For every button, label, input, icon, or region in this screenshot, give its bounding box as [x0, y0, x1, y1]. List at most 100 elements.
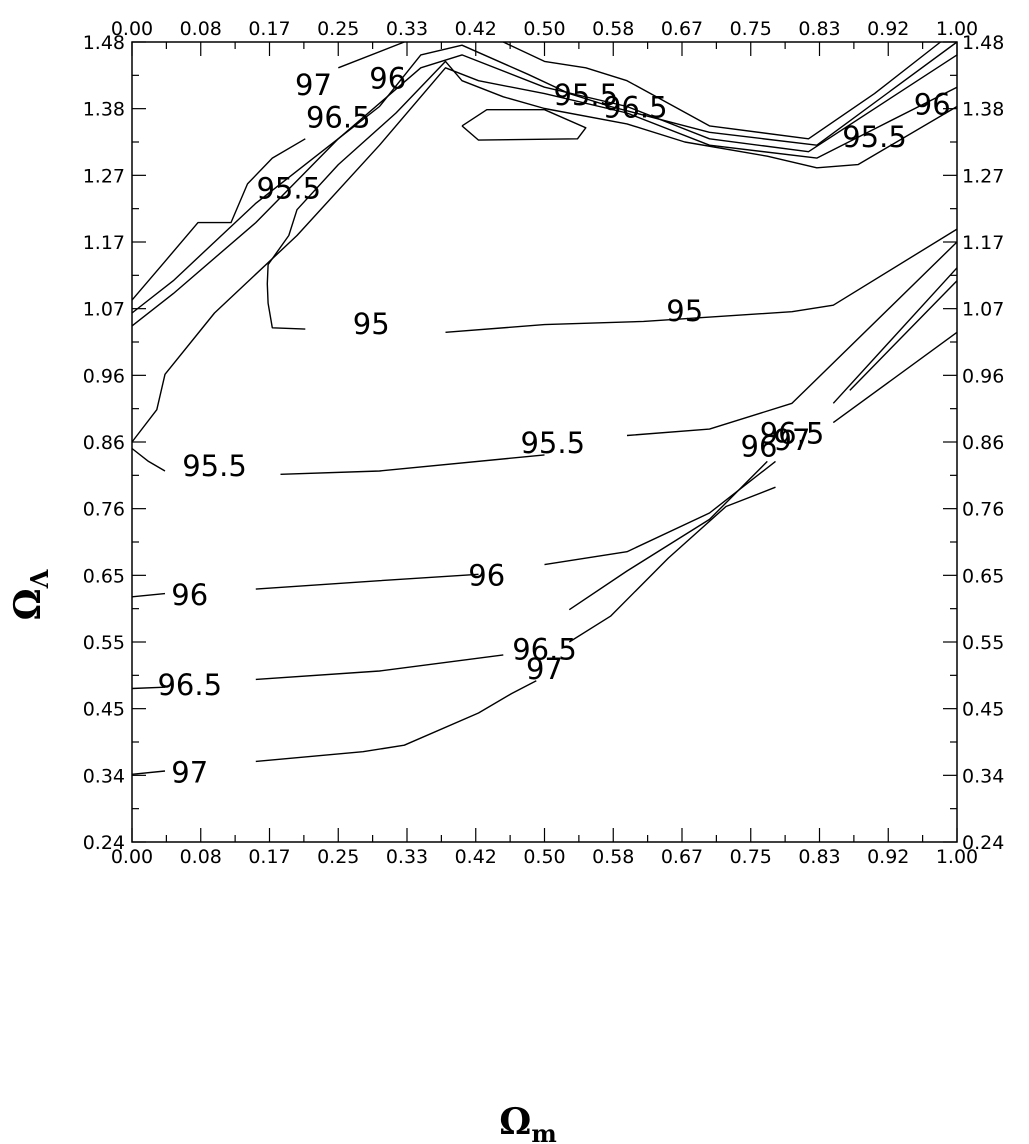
x-tick-label: 0.08	[180, 846, 222, 868]
y-tick-label-right: 1.48	[962, 32, 1004, 54]
y-tick-label: 0.24	[83, 832, 125, 854]
x-tick-label-top: 0.50	[523, 18, 565, 40]
contour-line-96	[131, 592, 166, 598]
contour-line-96.5	[131, 686, 166, 690]
contour-label-96.5: 96.5	[157, 668, 222, 702]
contour-label-95.5: 95.5	[256, 171, 321, 205]
y-tick-label: 0.34	[83, 765, 125, 787]
x-tick-label-top: 0.42	[455, 18, 497, 40]
contour-line-96	[544, 460, 776, 566]
y-tick-label-right: 1.38	[962, 99, 1004, 121]
x-tick-label: 0.58	[592, 846, 634, 868]
x-axis-title: Ωm	[499, 1101, 556, 1144]
contour-lines	[131, 41, 958, 775]
contour-label-96.5: 96.5	[512, 633, 577, 667]
x-tick-label: 1.00	[936, 846, 978, 868]
contour-line-95.5	[626, 241, 958, 437]
contour-line-96	[832, 267, 958, 404]
y-tick-label: 1.17	[83, 232, 125, 254]
y-tick-label-right: 0.76	[962, 499, 1004, 521]
contour-line-97	[503, 41, 941, 140]
y-tick-label-right: 0.34	[962, 765, 1004, 787]
y-tick-label: 0.45	[83, 699, 125, 721]
x-tick-label-top: 0.83	[798, 18, 840, 40]
contour-line-97	[568, 486, 776, 643]
x-tick-label-top: 0.92	[867, 18, 909, 40]
contour-label-96: 96	[171, 578, 208, 612]
y-tick-label-right: 1.27	[962, 165, 1004, 187]
y-tick-label: 1.27	[83, 165, 125, 187]
y-axis-title: ΩΛ	[7, 569, 54, 620]
contour-line-96	[131, 54, 958, 327]
y-tick-label-right: 0.24	[962, 832, 1004, 854]
x-axis-title-sub: m	[531, 1119, 556, 1144]
contour-label-96.5: 96.5	[306, 100, 371, 134]
contour-line-97	[131, 138, 306, 301]
contour-line-96	[255, 573, 479, 590]
x-tick-label-top: 0.33	[386, 18, 428, 40]
contour-line-95.5	[131, 67, 958, 443]
contour-line-96.5	[131, 41, 958, 314]
x-tick-label: 0.83	[798, 846, 840, 868]
contour-label-96: 96	[914, 88, 951, 122]
contour-label-97: 97	[774, 423, 811, 457]
contour-label-97: 97	[526, 652, 563, 686]
y-tick-label-right: 0.45	[962, 699, 1004, 721]
x-tick-label: 0.75	[730, 846, 772, 868]
contour-label-95.5: 95.5	[842, 120, 907, 154]
y-tick-label: 0.86	[83, 432, 125, 454]
contour-line-97	[131, 770, 166, 775]
y-tick-label-right: 0.86	[962, 432, 1004, 454]
contour-line-97	[832, 331, 958, 424]
x-tick-label: 0.33	[386, 846, 428, 868]
x-tick-label-top: 0.75	[730, 18, 772, 40]
contour-line-97	[338, 41, 405, 69]
contour-label-95: 95	[666, 294, 703, 328]
contour-line-96.5	[568, 460, 768, 611]
contour-line-95.5	[131, 447, 166, 472]
x-tick-label-top: 0.17	[248, 18, 290, 40]
contour-labels: 95 9595.595.595.595.595.5969696969696.596…	[157, 62, 950, 790]
axis-ticks	[131, 41, 958, 843]
x-tick-label-top: 0.25	[317, 18, 359, 40]
x-tick-label: 0.92	[867, 846, 909, 868]
contour-label-96: 96	[741, 429, 778, 463]
contour-label-96: 96	[468, 558, 505, 592]
y-tick-label: 0.76	[83, 499, 125, 521]
y-tick-label: 1.38	[83, 99, 125, 121]
contour-label-97: 97	[295, 68, 332, 102]
x-tick-label: 0.50	[523, 846, 565, 868]
contour-label-96.5: 96.5	[760, 417, 825, 451]
x-tick-label: 0.17	[248, 846, 290, 868]
y-tick-label-right: 1.07	[962, 299, 1004, 321]
x-tick-label-top: 0.67	[661, 18, 703, 40]
y-tick-label-right: 0.96	[962, 365, 1004, 387]
x-tick-label-top: 0.58	[592, 18, 634, 40]
x-tick-label: 0.00	[111, 846, 153, 868]
x-tick-label: 0.42	[455, 846, 497, 868]
contour-line-96.5	[255, 654, 504, 681]
contour-label-97: 97	[171, 755, 208, 789]
x-tick-label: 0.25	[317, 846, 359, 868]
contour-label-95: 95	[353, 307, 390, 341]
x-tick-label-top: 0.08	[180, 18, 222, 40]
y-axis-title-main: Ω	[7, 588, 49, 620]
contour-line-95	[266, 60, 958, 330]
y-tick-label-right: 1.17	[962, 232, 1004, 254]
contour-label-95.5: 95.5	[520, 426, 585, 460]
contour-label-95.5: 95.5	[553, 78, 618, 112]
contour-line-95	[445, 228, 958, 333]
axis-tick-labels: 0.00 0.00 0.08 0.08 0.17 0.17 0.25 0.25 0.33 0.33…	[83, 18, 1005, 868]
contour-label-96.5: 96.5	[603, 91, 668, 125]
y-tick-label-right: 0.65	[962, 565, 1004, 587]
contour-label-95.5: 95.5	[182, 449, 247, 483]
y-tick-label: 0.65	[83, 565, 125, 587]
x-tick-label: 0.67	[661, 846, 703, 868]
y-tick-label-right: 0.55	[962, 632, 1004, 654]
y-axis-title-sub: Λ	[25, 569, 54, 589]
contour-line-97	[255, 680, 537, 763]
y-tick-label: 0.96	[83, 365, 125, 387]
y-tick-label: 0.55	[83, 632, 125, 654]
contour-line-96.5	[849, 280, 958, 391]
